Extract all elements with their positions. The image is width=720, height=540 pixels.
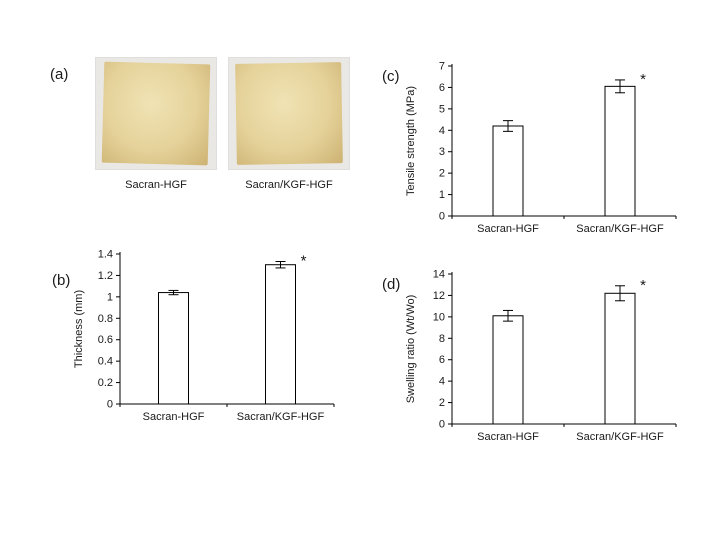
y-tick-label: 6 [439,354,445,366]
y-tick-label: 4 [439,125,445,137]
bar [492,315,524,425]
y-tick-label: 1.2 [98,270,113,282]
y-tick-label: 0 [439,211,445,223]
category-label: Sacran-HGF [477,431,539,443]
y-tick-label: 0 [107,399,113,411]
y-tick-label: 0.4 [98,356,113,368]
bar [492,125,524,217]
y-tick-label: 4 [439,376,445,388]
y-tick-label: 3 [439,146,445,158]
y-tick-label: 0 [439,419,445,431]
y-tick-label: 14 [433,269,445,281]
bar [265,264,296,405]
y-tick-label: 1 [107,291,113,303]
y-axis-title: Swelling ratio (Wt/Wo) [405,295,417,404]
y-tick-label: 10 [433,311,445,323]
y-tick-label: 8 [439,333,445,345]
y-tick-label: 2 [439,397,445,409]
photo-caption-sacran-kgf-hgf: Sacran/KGF-HGF [245,179,333,191]
panel-c-label: (c) [382,68,400,85]
y-tick-label: 7 [439,61,445,73]
significance-asterisk: * [301,253,307,270]
significance-asterisk: * [640,277,646,294]
tensile-strength-bar-chart: 0 1 2 3 4 5 6 7 Tensile strength (MPa) Sacran-HGF… [402,50,692,252]
photo-caption-sacran-hgf: Sacran-HGF [125,179,187,191]
thickness-bar-chart: 0 0.2 0.4 0.6 0.8 1 1.2 1.4 Thickness (mm) Sacran… [70,238,350,440]
panel-d-label: (d) [382,276,401,293]
bar [604,292,636,425]
y-tick-label: 1.4 [98,249,113,261]
swelling-ratio-bar-chart: 0 2 4 6 8 10 12 14 Swelling ratio (Wt/Wo) Sacran-… [402,258,692,460]
hydrogel-film-image-sacran-hgf [101,61,211,166]
y-tick-label: 0.2 [98,377,113,389]
category-label: Sacran/KGF-HGF [576,431,664,443]
y-axis-title: Tensile strength (MPa) [405,86,417,196]
chart-svg-c: 0 1 2 3 4 5 6 7 Tensile strength (MPa) Sacran-HGF… [405,61,677,235]
photo-sacran-kgf-hgf [228,57,350,170]
panel-b-label: (b) [52,272,71,289]
y-tick-label: 2 [439,168,445,180]
panel-a-label: (a) [50,66,69,83]
photo-sacran-hgf [95,57,217,170]
chart-svg-d: 0 2 4 6 8 10 12 14 Swelling ratio (Wt/Wo) Sacran-… [405,269,677,443]
category-label: Sacran/KGF-HGF [576,223,664,235]
y-tick-label: 12 [433,290,445,302]
category-label: Sacran/KGF-HGF [237,411,325,423]
significance-asterisk: * [640,71,646,88]
y-tick-label: 1 [439,189,445,201]
chart-svg-b: 0 0.2 0.4 0.6 0.8 1 1.2 1.4 Thickness (mm) Sacran… [73,249,335,423]
y-tick-label: 6 [439,82,445,94]
category-label: Sacran-HGF [477,223,539,235]
hydrogel-film-image-sacran-kgf-hgf [235,62,343,165]
bar [604,85,636,217]
y-tick-label: 5 [439,103,445,115]
y-tick-label: 0.8 [98,313,113,325]
bar [158,292,189,405]
category-label: Sacran-HGF [143,411,205,423]
y-axis-title: Thickness (mm) [73,290,85,368]
y-tick-label: 0.6 [98,334,113,346]
